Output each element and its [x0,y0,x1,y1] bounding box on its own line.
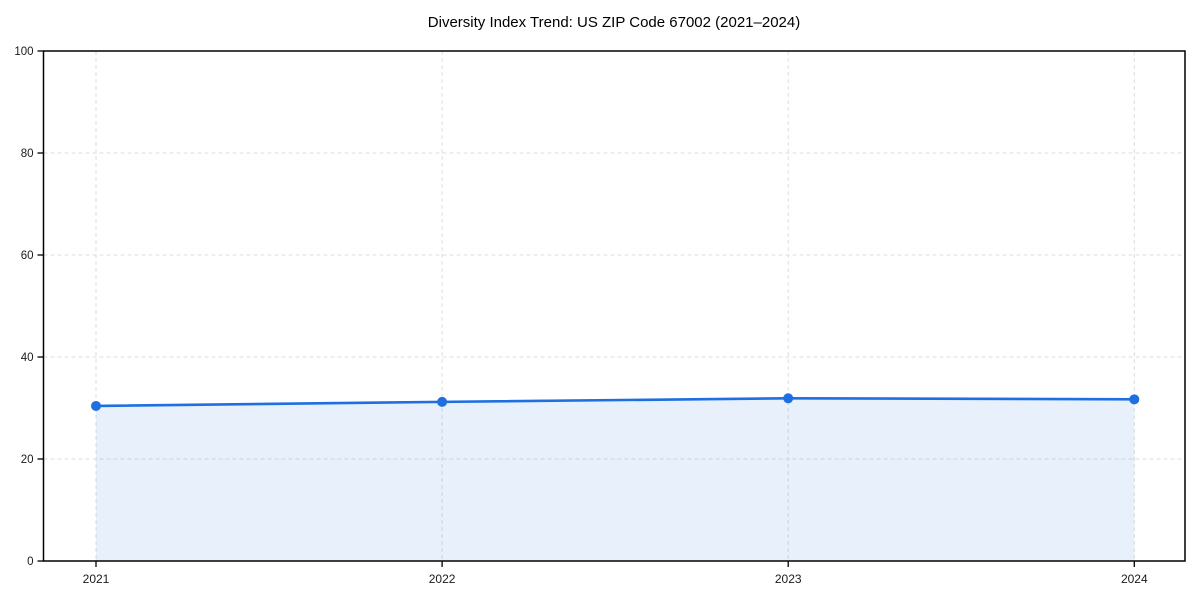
plot-area: 0 20 40 60 80 100 2021 2022 2023 2024 [14,46,1186,586]
trend-line [94,397,1136,408]
plot-border [42,50,1186,562]
y-tick-label: 100 [14,46,33,58]
x-tick-label: 2024 [1121,572,1148,586]
y-tick-label: 80 [21,148,34,160]
data-point [91,400,101,411]
x-tick-label: 2021 [83,572,110,586]
chart-title: Diversity Index Trend: US ZIP Code 67002… [428,14,800,31]
area-fill [96,398,1135,561]
y-tick-label: 60 [21,250,34,262]
data-point [1129,394,1140,405]
data-point [783,393,794,404]
y-tick-label: 0 [27,556,33,568]
data-point [437,396,448,407]
y-tick-label: 40 [21,352,34,364]
x-tick-label: 2022 [429,572,456,586]
y-tick-label: 20 [21,454,34,466]
x-tick-label: 2023 [775,572,802,586]
